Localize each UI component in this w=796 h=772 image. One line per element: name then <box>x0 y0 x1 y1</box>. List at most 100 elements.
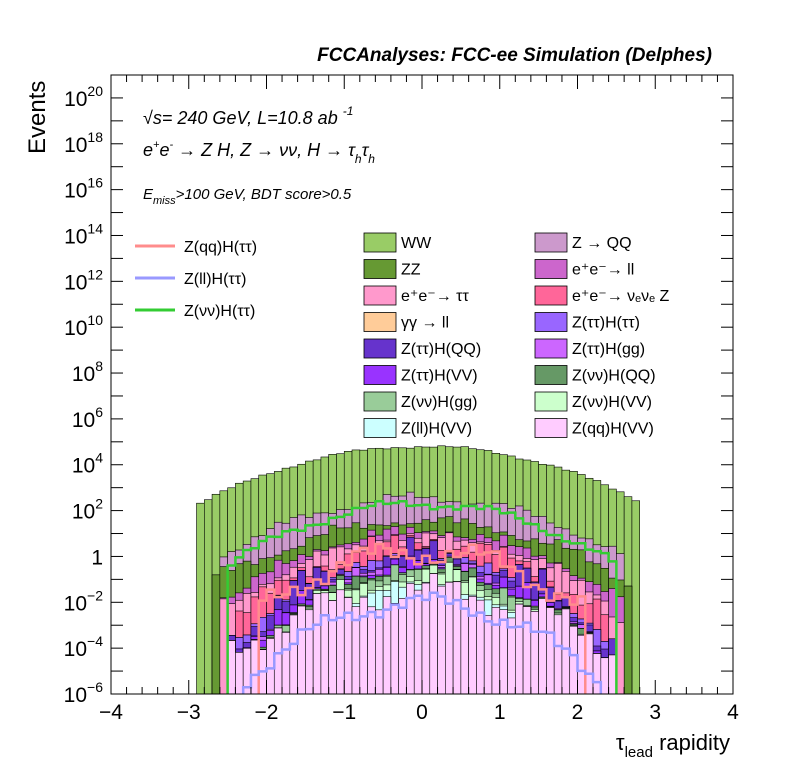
selection-e: E <box>143 186 154 203</box>
y-tick-label: 1014 <box>64 220 103 248</box>
y-tick-exponent: 6 <box>95 404 103 420</box>
stack-bar <box>196 502 205 694</box>
selection-annotation: Emiss>100 GeV, BDT score>0.5 <box>143 186 352 207</box>
y-tick-base: 10 <box>64 180 87 203</box>
legend-stack-swatch <box>363 312 397 332</box>
stack-bar <box>507 617 516 694</box>
legend-stack-swatch <box>363 391 397 412</box>
y-axis-title: Events <box>24 81 51 154</box>
energy-sqrt: √s <box>143 108 162 128</box>
x-tick-label: 3 <box>649 701 661 724</box>
legend-stack-label: e⁺e⁻→ ll <box>572 262 634 279</box>
y-tick-base: 10 <box>64 271 87 294</box>
legend-stack-label: Z(νν)H(QQ) <box>572 368 656 385</box>
y-tick-exponent: −6 <box>87 679 103 695</box>
y-tick-exponent: 4 <box>95 450 103 466</box>
x-tick-label: −1 <box>332 701 356 724</box>
legend-stack-label: Z(νν)H(VV) <box>572 394 652 411</box>
y-tick-exponent: −2 <box>87 587 103 603</box>
stack-bar <box>390 603 399 694</box>
y-tick-base: 10 <box>64 317 87 340</box>
y-tick-exponent: −4 <box>87 633 103 649</box>
y-tick-base: 10 <box>64 638 87 661</box>
energy-sup: -1 <box>343 104 354 118</box>
x-tick-label: −4 <box>99 701 123 724</box>
y-tick-label: 108 <box>72 358 103 386</box>
legend-stack-label: ZZ <box>401 262 421 279</box>
process-main: → Z H, Z → νν, H → τ <box>173 140 356 160</box>
legend-line-label: Z(qq)H(ττ) <box>184 239 257 256</box>
selection-rest: >100 GeV, BDT score>0.5 <box>176 186 352 203</box>
chart-title: FCCAnalyses: FCC-ee Simulation (Delphes) <box>317 45 712 66</box>
legend-stack-swatch <box>363 285 397 306</box>
y-tick-label: 104 <box>72 450 103 478</box>
y-tick-base: 10 <box>72 409 95 432</box>
y-tick-exponent: 14 <box>87 220 103 236</box>
y-tick-label: 1010 <box>64 312 103 340</box>
stack-bar <box>631 500 640 694</box>
legend-background: WW Z → QQ ZZ e⁺e⁻→ ll e⁺e⁻→ ττ e⁺e⁻→ νₑνₑ Z γγ… <box>363 232 669 438</box>
axis-ticks: −4 −3 −2 −1 0 1 2 3 410−610−410−2110210410610810… <box>64 74 739 724</box>
legend-stack-label: Z(νν)H(gg) <box>401 394 477 411</box>
legend-stack-swatch <box>534 391 568 412</box>
legend-stack-swatch <box>534 338 568 359</box>
legend-stack-label: e⁺e⁻→ νₑνₑ Z <box>572 288 669 305</box>
y-tick-label: 106 <box>72 404 103 432</box>
x-axis-title-main: τ <box>616 730 625 755</box>
signal-line-Z(ll)H(ττ) <box>241 591 603 694</box>
y-tick-exponent: 12 <box>87 266 103 282</box>
stack-bar <box>204 499 213 694</box>
x-tick-label: 1 <box>494 701 506 724</box>
legend-stack-label: Z(ττ)H(VV) <box>401 368 478 385</box>
x-axis-title: τlead rapidity <box>616 730 730 761</box>
process-e2: e <box>159 140 169 160</box>
stack-bar <box>375 609 384 694</box>
legend-stack-label: γγ → ll <box>401 315 449 332</box>
legend-stack-label: Z → QQ <box>572 235 632 252</box>
y-tick-exponent: 10 <box>87 312 103 328</box>
y-tick-label: 1012 <box>64 266 103 294</box>
y-tick-exponent: 18 <box>87 129 103 145</box>
stack-bar <box>211 574 221 694</box>
stack-bar <box>289 614 298 694</box>
process-sup2: - <box>169 139 173 151</box>
y-tick-label: 1016 <box>64 175 103 203</box>
stack-bar <box>320 592 329 694</box>
stack-bar <box>398 598 407 694</box>
process-tau2: τ <box>362 140 370 160</box>
stack-bar <box>305 609 314 694</box>
process-e1: e <box>143 140 153 160</box>
stack-bar <box>522 606 532 694</box>
y-tick-label: 10−2 <box>64 587 104 615</box>
signal-histograms <box>226 499 618 694</box>
y-tick-base: 10 <box>64 592 87 615</box>
y-tick-base: 10 <box>72 363 95 386</box>
legend-stack-swatch <box>363 232 397 253</box>
y-tick-label: 1 <box>91 546 103 569</box>
signal-line-Z(qq)H(ττ) <box>257 542 587 694</box>
y-tick-exponent: 8 <box>95 358 103 374</box>
stack-histograms <box>196 445 640 694</box>
y-tick-label: 10−4 <box>64 633 104 661</box>
stack-bar <box>297 605 306 694</box>
legend-stack-swatch <box>534 259 568 279</box>
legend-stack-swatch <box>534 232 568 253</box>
stack-bar <box>336 589 345 694</box>
legend-stack-swatch <box>363 418 397 438</box>
legend-stack-label: WW <box>401 235 432 252</box>
y-tick-label: 10−6 <box>64 679 104 707</box>
process-sup1: + <box>153 139 160 151</box>
signal-line-Z(νν)H(ττ) <box>226 499 618 694</box>
legend-stack-swatch <box>534 365 568 385</box>
selection-sub: miss <box>153 195 176 207</box>
process-annotation: e+e- → Z H, Z → νν, H → τhτh <box>143 139 375 166</box>
stack-bar <box>452 581 462 694</box>
energy-annotation: √s= 240 GeV, L=10.8 ab -1 <box>143 104 353 128</box>
energy-text: = 240 GeV, L=10.8 ab <box>162 108 338 128</box>
legend-stack-swatch <box>363 338 397 359</box>
y-tick-base: 10 <box>72 501 95 524</box>
x-axis-title-rest: rapidity <box>653 730 730 755</box>
stack-bar <box>514 603 524 694</box>
legend-stack-label: Z(ll)H(VV) <box>401 421 472 438</box>
